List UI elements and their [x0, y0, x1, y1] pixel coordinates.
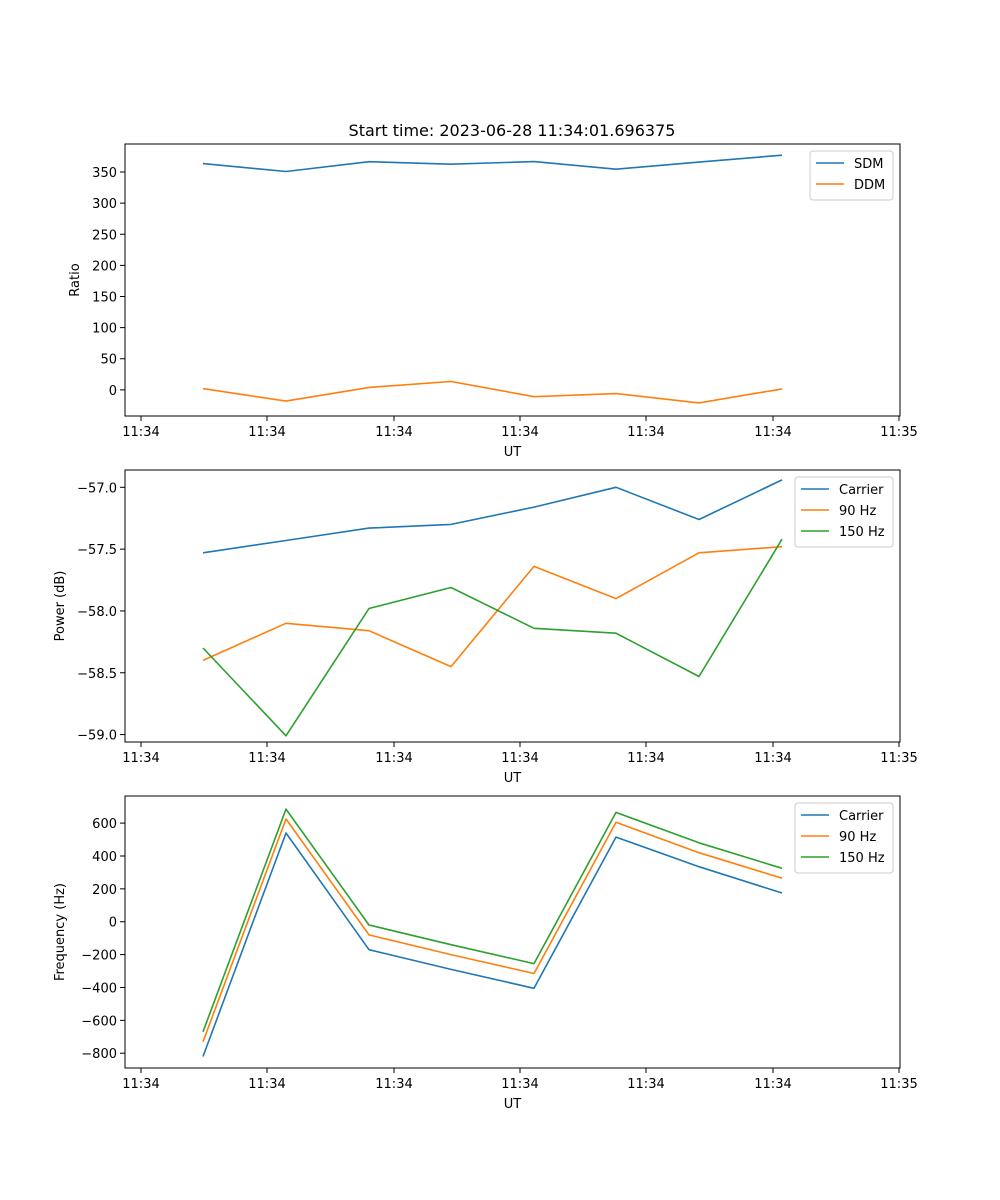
y-axis-label: Frequency (Hz)	[53, 883, 68, 981]
y-tick-label: 100	[92, 322, 117, 337]
x-axis-label: UT	[504, 445, 522, 460]
x-tick-label: 11:34	[627, 425, 664, 440]
x-tick-label: 11:34	[375, 751, 412, 766]
x-tick-label: 11:34	[248, 425, 285, 440]
x-tick-label: 11:35	[880, 1077, 917, 1092]
y-tick-label: −58.5	[77, 667, 117, 682]
legend-label: Carrier	[839, 809, 884, 824]
x-tick-label: 11:34	[501, 1077, 538, 1092]
plot-frame	[124, 795, 901, 1069]
x-tick-label: 11:34	[248, 1077, 285, 1092]
y-tick-label: 200	[92, 259, 117, 274]
x-tick-label: 11:34	[627, 751, 664, 766]
x-tick-label: 11:34	[754, 1077, 791, 1092]
x-axis-label: UT	[504, 1097, 522, 1112]
x-axis-label: UT	[504, 771, 522, 786]
y-tick-label: −57.5	[77, 543, 117, 558]
plot-frame	[124, 469, 901, 743]
panels: 11:34 11:34 11:34 11:34 11:34 11:34 11:35 0 50 10…	[53, 143, 918, 1112]
legend-box	[794, 802, 894, 874]
x-tick-label: 11:35	[880, 425, 917, 440]
legend-box	[794, 476, 894, 548]
legend-label: SDM	[854, 157, 883, 172]
y-tick-label: 200	[92, 883, 117, 898]
x-tick-label: 11:35	[880, 751, 917, 766]
x-tick-label: 11:34	[248, 751, 285, 766]
series-line-90-hz	[202, 545, 783, 668]
legend-label: Carrier	[839, 483, 884, 498]
series-line-150-hz	[202, 538, 783, 737]
figure-title: Start time: 2023-06-28 11:34:01.696375	[349, 121, 676, 140]
y-tick-label: 150	[92, 290, 117, 305]
x-tick-label: 11:34	[122, 1077, 159, 1092]
series-line-150-hz	[202, 808, 783, 1033]
y-tick-label: −800	[81, 1047, 117, 1062]
legend-label: 90 Hz	[839, 504, 876, 519]
legend-label: DDM	[854, 178, 885, 193]
y-tick-label: −200	[81, 949, 117, 964]
x-tick-label: 11:34	[122, 425, 159, 440]
y-tick-label: −57.0	[77, 481, 117, 496]
plot-frame	[124, 143, 901, 417]
y-tick-label: −400	[81, 981, 117, 996]
legend: SDM DDM	[809, 150, 894, 201]
y-tick-label: 350	[92, 166, 117, 181]
panel-2: 11:34 11:34 11:34 11:34 11:34 11:34 11:35 −59.0…	[53, 469, 918, 786]
y-tick-label: −58.0	[77, 605, 117, 620]
series-line-carrier	[202, 832, 783, 1057]
x-tick-label: 11:34	[375, 425, 412, 440]
legend-label: 90 Hz	[839, 830, 876, 845]
y-axis-label: Power (dB)	[53, 571, 68, 642]
x-tick-label: 11:34	[754, 425, 791, 440]
y-tick-label: −59.0	[77, 729, 117, 744]
x-tick-label: 11:34	[501, 425, 538, 440]
y-tick-label: −600	[81, 1014, 117, 1029]
series-line-90-hz	[202, 818, 783, 1042]
legend: Carrier 90 Hz 150 Hz	[794, 802, 894, 874]
series-line-sdm	[202, 154, 783, 173]
legend: Carrier 90 Hz 150 Hz	[794, 476, 894, 548]
series-line-carrier	[202, 479, 783, 554]
x-tick-label: 11:34	[627, 1077, 664, 1092]
panel-1: 11:34 11:34 11:34 11:34 11:34 11:34 11:35 0 50 10…	[68, 143, 918, 460]
y-tick-label: 400	[92, 850, 117, 865]
panel-3: 11:34 11:34 11:34 11:34 11:34 11:34 11:35 −800 −…	[53, 795, 918, 1112]
x-tick-label: 11:34	[501, 751, 538, 766]
x-tick-label: 11:34	[754, 751, 791, 766]
y-axis-label: Ratio	[68, 263, 83, 296]
y-tick-label: 50	[100, 353, 117, 368]
y-tick-label: 600	[92, 817, 117, 832]
series-line-ddm	[202, 380, 783, 404]
y-tick-label: 0	[109, 916, 117, 931]
x-tick-label: 11:34	[122, 751, 159, 766]
x-tick-label: 11:34	[375, 1077, 412, 1092]
y-tick-label: 250	[92, 228, 117, 243]
y-tick-label: 300	[92, 197, 117, 212]
legend-label: 150 Hz	[839, 851, 885, 866]
y-tick-label: 0	[109, 384, 117, 399]
legend-label: 150 Hz	[839, 525, 885, 540]
